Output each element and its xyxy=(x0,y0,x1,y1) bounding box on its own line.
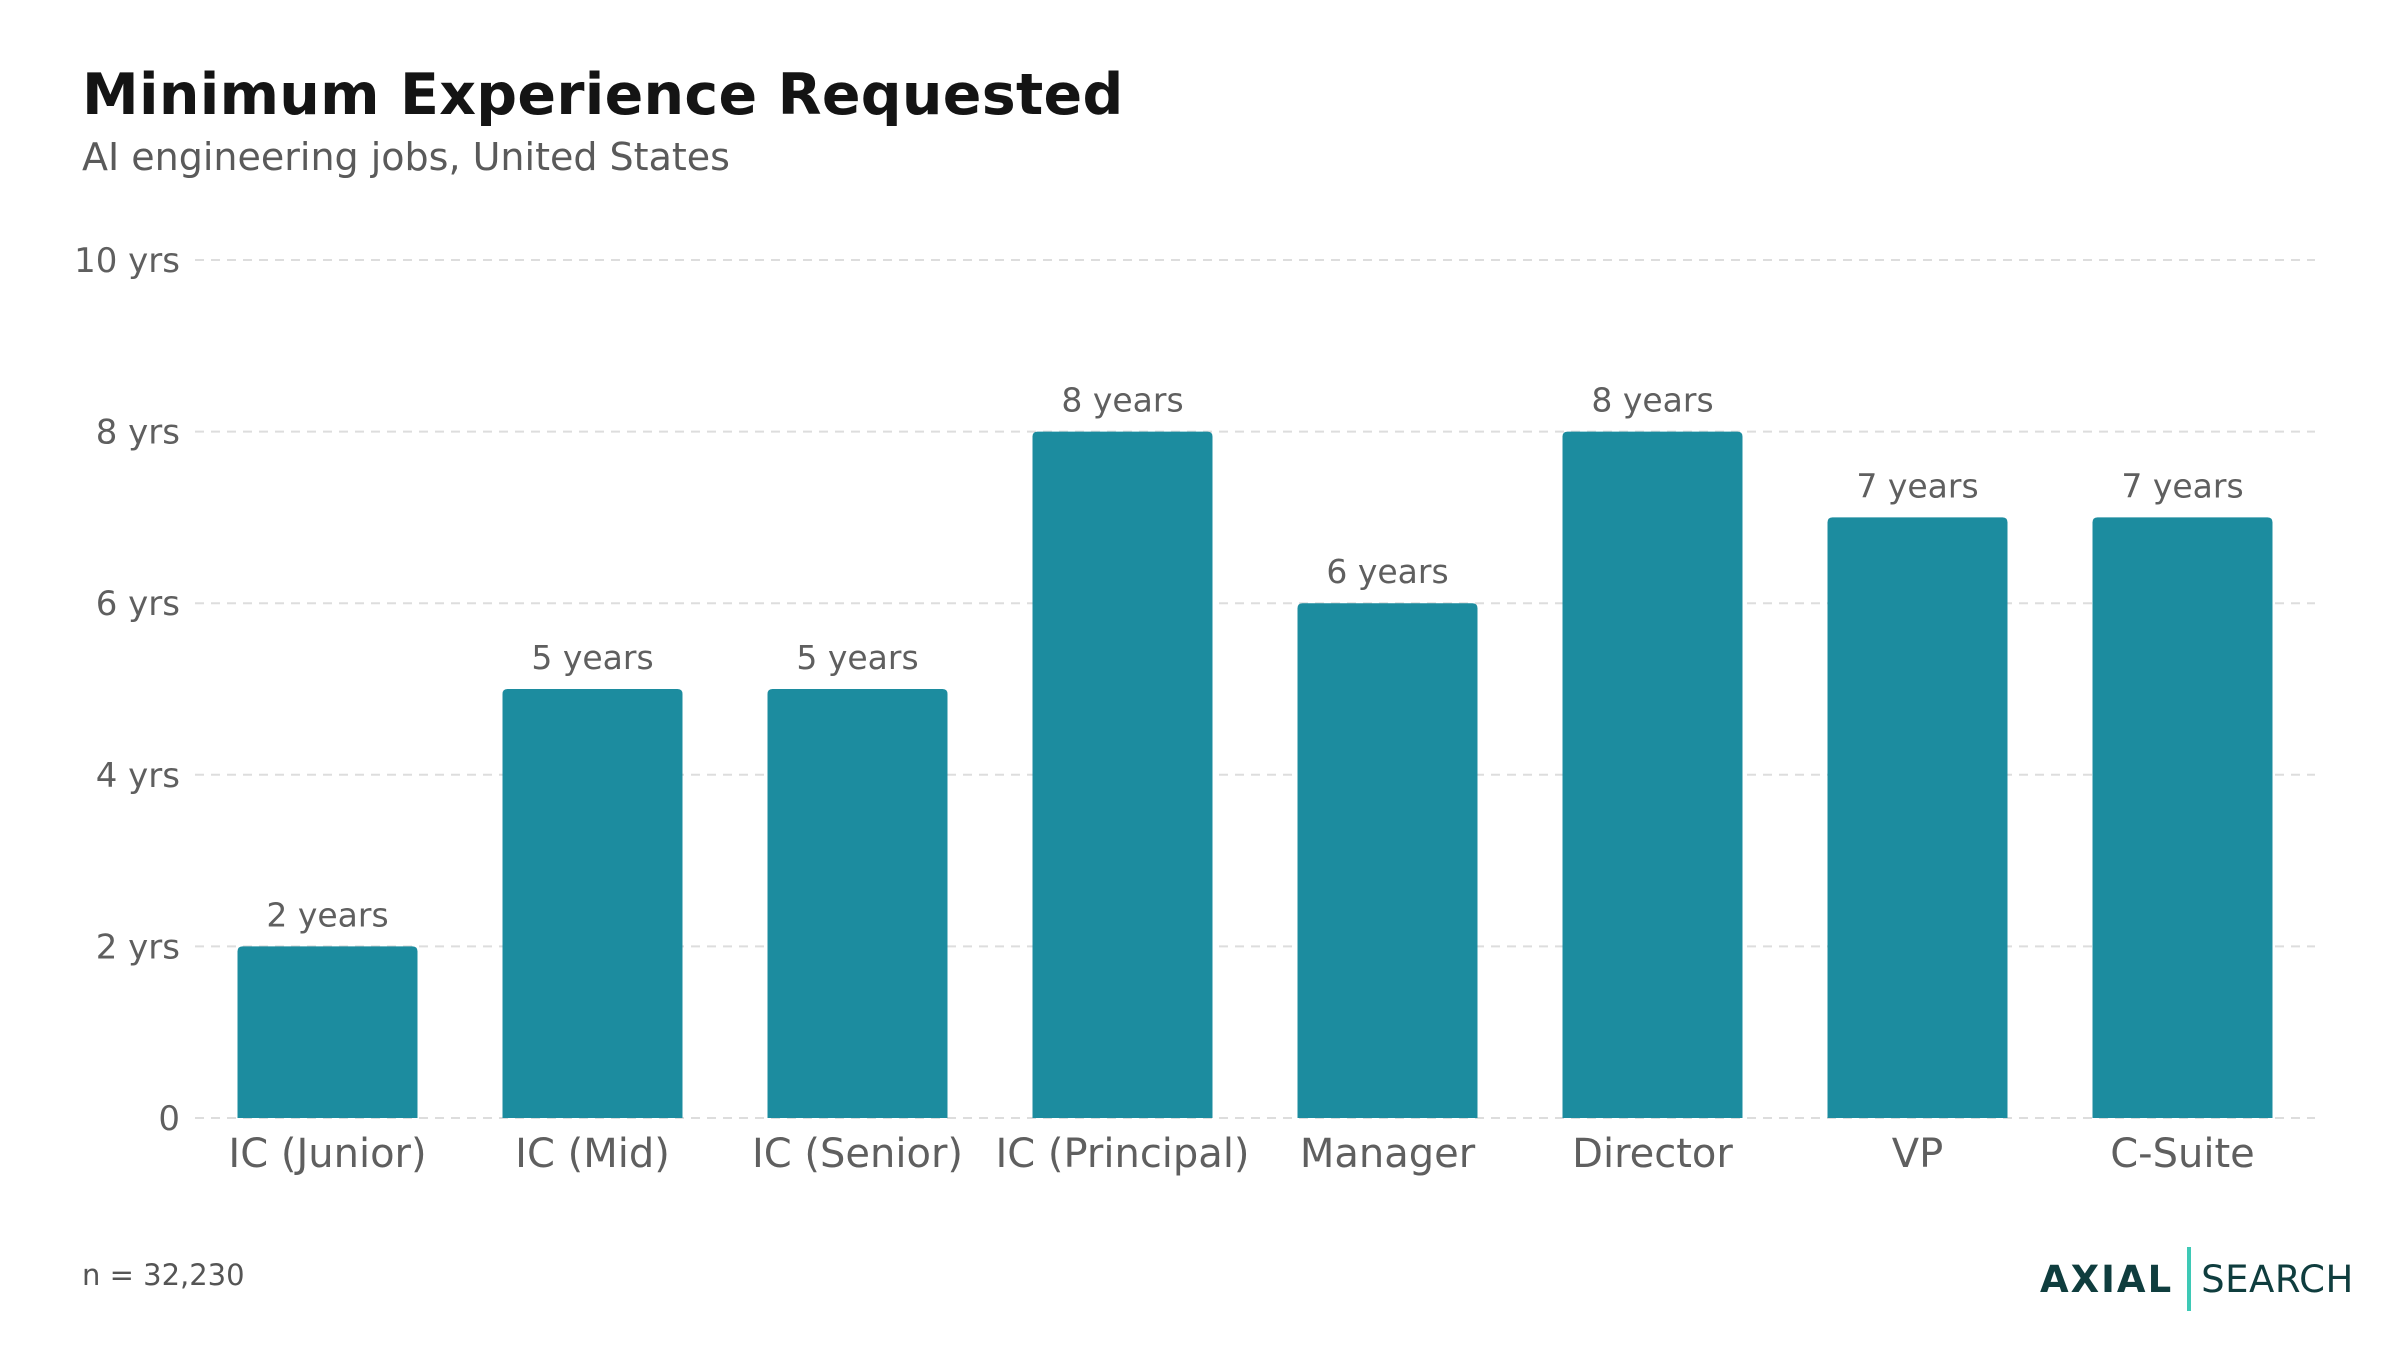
logo-text-search: SEARCH xyxy=(2201,1257,2354,1301)
x-tick-label: IC (Principal) xyxy=(995,1131,1249,1177)
y-tick-label: 0 xyxy=(158,1099,180,1139)
axial-search-logo: AXIAL SEARCH xyxy=(2040,1246,2354,1312)
y-tick-label: 6 yrs xyxy=(96,584,180,624)
bar xyxy=(1297,603,1478,1118)
data-label: 6 years xyxy=(1326,552,1448,591)
x-tick-label: VP xyxy=(1892,1131,1943,1177)
y-tick-label: 10 yrs xyxy=(74,241,180,281)
y-tick-label: 4 yrs xyxy=(96,756,180,796)
logo-divider xyxy=(2187,1247,2192,1311)
bar xyxy=(2092,517,2273,1118)
bar xyxy=(1032,431,1213,1119)
sample-size-note: n = 32,230 xyxy=(82,1258,245,1292)
data-labels: 2 years 5 years 5 years 8 years 6 years 8 yea… xyxy=(266,381,2243,935)
bar xyxy=(767,689,948,1118)
y-tick-label: 8 yrs xyxy=(96,413,180,453)
bar xyxy=(502,689,683,1118)
bar xyxy=(237,946,418,1118)
data-label: 5 years xyxy=(531,638,653,677)
bar xyxy=(1562,431,1743,1119)
logo-text-axial: AXIAL xyxy=(2040,1257,2174,1301)
bar xyxy=(1827,517,2008,1118)
data-label: 7 years xyxy=(2121,466,2243,505)
y-tick-label: 2 yrs xyxy=(96,927,180,967)
x-tick-label: IC (Mid) xyxy=(515,1131,670,1177)
bars xyxy=(237,431,2273,1119)
data-label: 7 years xyxy=(1856,466,1978,505)
data-label: 8 years xyxy=(1591,381,1713,420)
chart-subtitle: AI engineering jobs, United States xyxy=(82,135,730,179)
x-axis-ticks: IC (Junior) IC (Mid) IC (Senior) IC (Princi… xyxy=(228,1131,2254,1177)
x-tick-label: IC (Senior) xyxy=(752,1131,963,1177)
x-tick-label: Manager xyxy=(1300,1131,1476,1177)
x-tick-label: IC (Junior) xyxy=(228,1131,426,1177)
chart-title: Minimum Experience Requested xyxy=(82,62,1124,128)
x-tick-label: C-Suite xyxy=(2110,1131,2255,1177)
x-tick-label: Director xyxy=(1572,1131,1733,1177)
data-label: 5 years xyxy=(796,638,918,677)
y-axis-ticks: 0 2 yrs 4 yrs 6 yrs 8 yrs 10 yrs xyxy=(74,241,180,1139)
data-label: 8 years xyxy=(1061,381,1183,420)
data-label: 2 years xyxy=(266,895,388,934)
